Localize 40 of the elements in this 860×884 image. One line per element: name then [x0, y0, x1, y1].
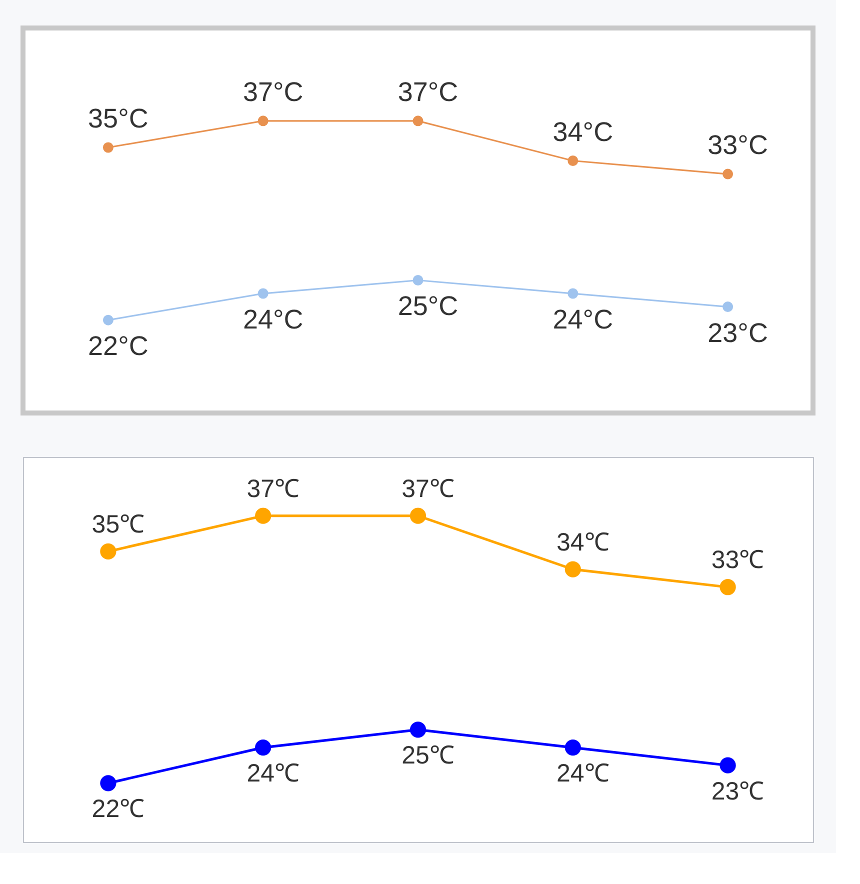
- data-label: 37℃: [402, 474, 454, 503]
- data-label: 24℃: [246, 760, 300, 788]
- point: [258, 288, 268, 299]
- data-label: 25℃: [402, 742, 454, 770]
- data-label: 23°C: [708, 318, 768, 348]
- data-label: 24℃: [556, 760, 610, 788]
- point: [255, 508, 272, 524]
- point: [102, 142, 114, 153]
- point: [410, 722, 426, 738]
- data-label: 34°C: [552, 116, 614, 147]
- point: [722, 302, 734, 312]
- point: [564, 739, 581, 756]
- point: [722, 168, 734, 180]
- data-label: 37℃: [246, 474, 300, 503]
- point: [410, 508, 426, 524]
- point: [720, 579, 736, 596]
- point: [412, 275, 424, 286]
- data-label: 24°C: [242, 304, 304, 335]
- point: [102, 314, 114, 326]
- data-label: 33°C: [708, 130, 768, 160]
- point: [568, 156, 578, 166]
- data-label: 23℃: [711, 777, 764, 806]
- data-label: 34℃: [556, 528, 610, 556]
- data-label: 33℃: [711, 546, 764, 574]
- data-label: 25°C: [398, 291, 458, 322]
- data-label: 37°C: [242, 76, 304, 107]
- data-label: 22°C: [88, 331, 148, 362]
- data-label: 37°C: [398, 76, 458, 107]
- point: [100, 775, 116, 792]
- point: [720, 757, 736, 774]
- point: [412, 116, 424, 126]
- data-label: 24°C: [552, 304, 614, 335]
- point: [100, 543, 116, 560]
- data-label: 22℃: [92, 795, 145, 824]
- point: [568, 288, 578, 299]
- point: [258, 116, 268, 126]
- point: [564, 561, 581, 578]
- data-label: 35°C: [88, 103, 148, 134]
- data-label: 35℃: [92, 510, 145, 538]
- point: [255, 739, 272, 756]
